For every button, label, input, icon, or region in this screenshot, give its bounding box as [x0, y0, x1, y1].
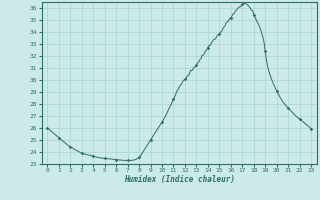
X-axis label: Humidex (Indice chaleur): Humidex (Indice chaleur)	[124, 175, 235, 184]
